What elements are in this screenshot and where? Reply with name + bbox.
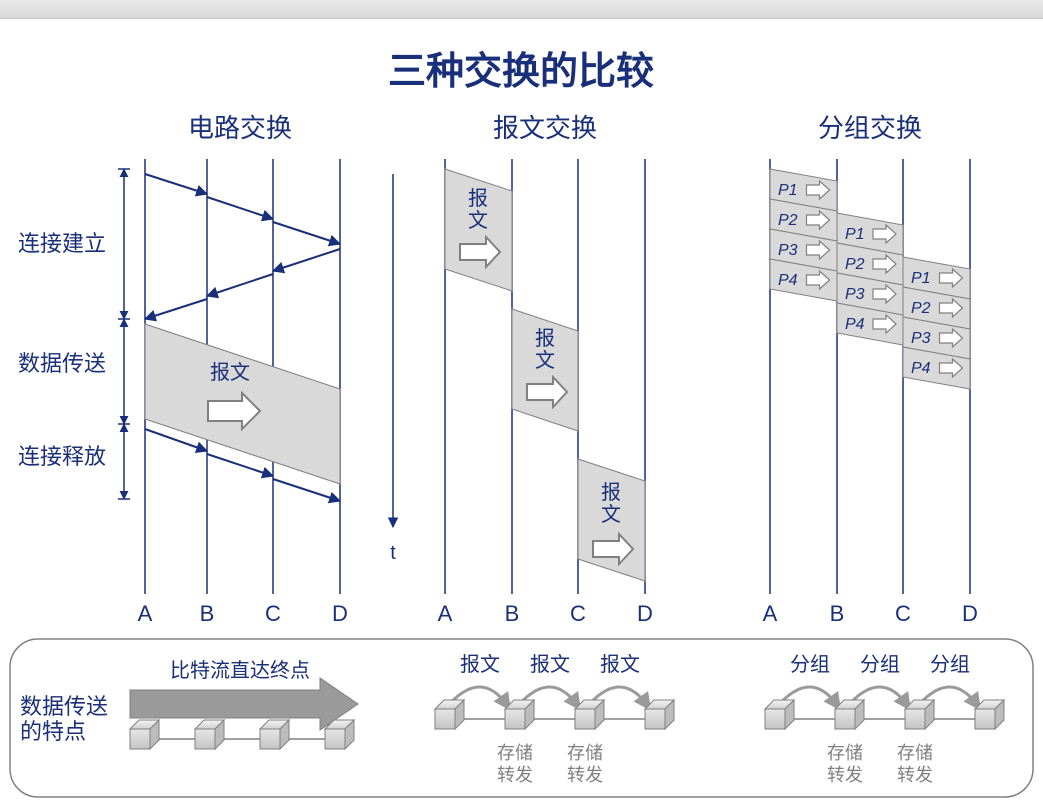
lbl-setup: 连接建立: [18, 231, 106, 256]
node-lbl: D: [962, 601, 978, 626]
svg-text:存储: 存储: [897, 743, 933, 763]
svg-text:报文: 报文: [530, 653, 570, 676]
svg-text:报: 报: [535, 327, 555, 350]
bottom-panel: 数据传送 的特点 比特流直达终点 报文报文报文存储转发存储转发 分组分组分组存储…: [10, 639, 1033, 797]
lbl-release: 连接释放: [18, 444, 106, 469]
svg-text:P1: P1: [911, 270, 931, 287]
node-cube-icon: [130, 720, 159, 749]
svg-text:P4: P4: [778, 272, 798, 289]
slide-title: 三种交换的比较: [388, 50, 654, 93]
header-message: 报文交换: [493, 113, 597, 143]
node-cube-icon: [505, 700, 534, 729]
svg-text:转发: 转发: [897, 765, 933, 785]
svg-text:P3: P3: [911, 330, 931, 347]
svg-text:报文: 报文: [460, 653, 500, 676]
svg-text:转发: 转发: [827, 765, 863, 785]
node-lbl: B: [200, 601, 215, 626]
svg-text:报文: 报文: [600, 653, 640, 676]
node-cube-icon: [975, 700, 1004, 729]
node-cube-icon: [435, 700, 464, 729]
circuit-bottom-text: 比特流直达终点: [170, 659, 310, 682]
feature-label: 数据传送: [20, 694, 108, 719]
svg-text:存储: 存储: [567, 743, 603, 763]
lbl-transfer: 数据传送: [18, 351, 106, 376]
svg-text:分组: 分组: [790, 653, 830, 676]
node-lbl: A: [438, 601, 453, 626]
node-cube-icon: [325, 720, 354, 749]
node-lbl: C: [895, 601, 911, 626]
circuit-diagram: A B C D 报文 连接建立 数据传送 连: [18, 159, 348, 626]
svg-text:文: 文: [601, 503, 621, 526]
svg-text:文: 文: [535, 349, 555, 372]
msg-lbl: 报文: [210, 361, 250, 384]
svg-text:P2: P2: [911, 300, 931, 317]
node-lbl: A: [763, 601, 778, 626]
node-cube-icon: [575, 700, 604, 729]
header-circuit: 电路交换: [188, 113, 292, 143]
node-lbl: C: [570, 601, 586, 626]
window-titlebar: [0, 0, 1043, 19]
svg-text:P2: P2: [778, 212, 798, 229]
node-lbl: D: [637, 601, 653, 626]
svg-text:P4: P4: [845, 316, 865, 333]
node-lbl: B: [505, 601, 520, 626]
svg-text:P4: P4: [911, 360, 931, 377]
node-lbl: D: [332, 601, 348, 626]
node-lbl: C: [265, 601, 281, 626]
node-cube-icon: [195, 720, 224, 749]
packet-diagram: A B C D P1 P2 P3 P4 P1 P2 P3 P4 P1 P2 P3 P4: [763, 159, 978, 626]
big-arrow-icon: [130, 678, 358, 730]
svg-text:P3: P3: [845, 286, 865, 303]
svg-text:报: 报: [468, 187, 488, 210]
time-label: t: [390, 542, 396, 564]
svg-text:报: 报: [601, 481, 621, 504]
svg-text:P1: P1: [778, 182, 798, 199]
svg-text:转发: 转发: [567, 765, 603, 785]
message-diagram: A B C D 报 文 报 文 报 文: [438, 159, 653, 626]
svg-text:P1: P1: [845, 226, 865, 243]
svg-text:分组: 分组: [930, 653, 970, 676]
svg-text:P2: P2: [845, 256, 865, 273]
slide-canvas: 三种交换的比较 电路交换 报文交换 分组交换 A B C D 报文: [0, 19, 1043, 802]
node-cube-icon: [765, 700, 794, 729]
feature-label: 的特点: [20, 719, 86, 744]
svg-text:分组: 分组: [860, 653, 900, 676]
node-cube-icon: [835, 700, 864, 729]
node-lbl: B: [830, 601, 845, 626]
node-lbl: A: [138, 601, 153, 626]
node-cube-icon: [645, 700, 674, 729]
svg-text:存储: 存储: [497, 743, 533, 763]
svg-text:存储: 存储: [827, 743, 863, 763]
svg-text:文: 文: [468, 209, 488, 232]
svg-text:转发: 转发: [497, 765, 533, 785]
node-cube-icon: [905, 700, 934, 729]
svg-text:P3: P3: [778, 242, 798, 259]
header-packet: 分组交换: [818, 113, 922, 143]
node-cube-icon: [260, 720, 289, 749]
